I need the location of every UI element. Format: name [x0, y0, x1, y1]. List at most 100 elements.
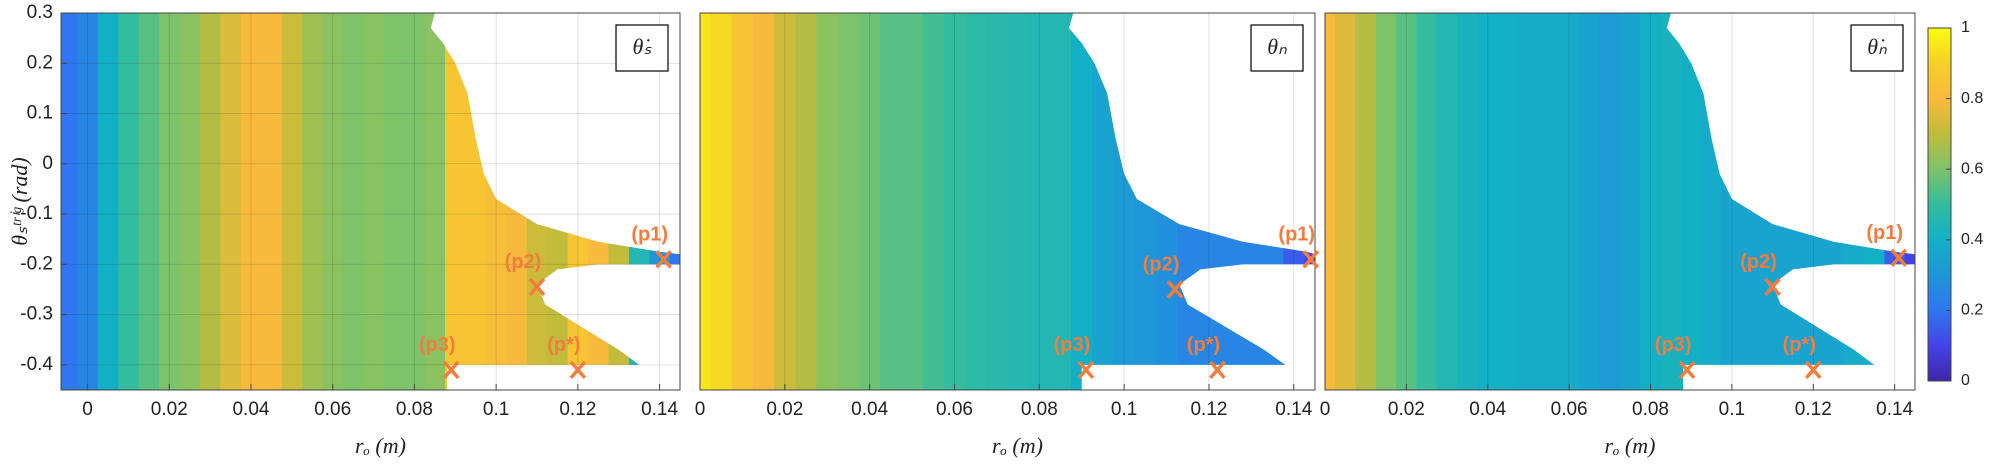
heat-column [710, 13, 733, 390]
panel-title: θₙ [1267, 34, 1287, 59]
y-tick-label: -0.1 [20, 203, 53, 224]
x-tick-label: 0.08 [1632, 399, 1669, 420]
y-tick-label: -0.3 [20, 304, 53, 325]
heat-column [774, 13, 797, 390]
heat-column [1640, 13, 1662, 390]
colorbar-tick-label: 0.2 [1961, 302, 1983, 319]
x-tick-label: 0.02 [151, 399, 188, 420]
point-marker [1764, 277, 1781, 297]
plot-area [1325, 13, 1915, 390]
colorbar [1927, 27, 1952, 382]
heat-column [240, 13, 263, 390]
axes-frame [1324, 12, 1916, 391]
heat-column [159, 13, 181, 390]
heat-column [1007, 13, 1030, 390]
x-tick-label: 0.14 [1876, 399, 1913, 420]
heat-column [220, 13, 242, 390]
plot-area [61, 13, 680, 390]
x-tick-label: 0.06 [936, 399, 973, 420]
point-marker [1804, 360, 1822, 380]
point-label: (p*) [1187, 334, 1220, 356]
heat-column [138, 13, 160, 390]
heat-column [859, 13, 882, 390]
colorbar-tick-label: 1 [1961, 19, 1970, 36]
point-label: (p3) [419, 334, 456, 356]
x-tick-label: 0.12 [1190, 399, 1227, 420]
x-axis-label: rₒ (m) [992, 433, 1043, 458]
heat-column [1071, 13, 1094, 390]
point-label: (p3) [1054, 334, 1091, 356]
empty-region [1666, 13, 1915, 390]
point-label: (p*) [1783, 334, 1816, 356]
point-marker [442, 360, 460, 380]
x-tick-label: 0.06 [1551, 399, 1588, 420]
axes-frame [60, 12, 681, 391]
point-marker [569, 360, 587, 380]
heat-column [1335, 13, 1357, 390]
empty-region [430, 13, 680, 390]
heat-column [302, 13, 324, 390]
heat-column [880, 13, 903, 390]
heat-column [404, 13, 426, 390]
heat-column [1416, 13, 1438, 390]
colorbar-tick-label: 0.6 [1961, 160, 1983, 177]
heat-column [1620, 13, 1642, 390]
heat-column [1028, 13, 1051, 390]
heat-column [901, 13, 924, 390]
x-tick-label: 0.1 [1111, 399, 1137, 420]
x-tick-label: 0 [695, 399, 706, 420]
colorbar-tick-label: 0 [1961, 372, 1970, 389]
point-marker [1166, 280, 1184, 299]
point-label: (p2) [1143, 254, 1180, 276]
heat-column [1579, 13, 1601, 390]
point-label: (p1) [631, 224, 668, 246]
x-tick-label: 0.1 [1719, 399, 1745, 420]
heat-column [445, 13, 467, 390]
x-tick-label: 0.14 [1275, 399, 1312, 420]
y-tick-label: 0.3 [27, 2, 53, 23]
heat-column [97, 13, 120, 390]
y-tick-label: 0.2 [27, 52, 53, 73]
point-marker [1077, 360, 1095, 380]
colorbar-tick-label: 0.4 [1961, 231, 1983, 248]
heat-column [281, 13, 303, 390]
heat-column [322, 13, 344, 390]
x-tick-label: 0.06 [314, 399, 351, 420]
y-tick-label: -0.2 [20, 253, 53, 274]
y-tick-label: 0 [42, 153, 53, 174]
heat-column [424, 13, 446, 390]
heat-column [700, 13, 712, 390]
point-label: (p2) [1740, 251, 1777, 273]
point-marker [1678, 360, 1696, 380]
x-tick-label: 0.02 [766, 399, 803, 420]
heat-column [1681, 13, 1703, 390]
point-label: (p2) [505, 251, 542, 273]
colorbar-tick-label: 0.8 [1961, 90, 1983, 107]
x-axis-label: rₒ (m) [355, 433, 406, 458]
heat-column [816, 13, 839, 390]
heat-column [922, 13, 945, 390]
point-marker [1890, 248, 1908, 267]
x-tick-label: 0.14 [641, 399, 678, 420]
heat-column [77, 13, 99, 390]
empty-region [1069, 13, 1315, 390]
point-label: (p3) [1655, 334, 1692, 356]
title-box [615, 24, 669, 72]
heat-column [943, 13, 966, 390]
point-marker [1209, 360, 1226, 380]
heat-column [1436, 13, 1459, 390]
x-axis-label: rₒ (m) [1605, 433, 1656, 458]
heat-column [965, 13, 988, 390]
heat-column [1375, 13, 1398, 390]
axes-frame [699, 12, 1316, 391]
heat-column [1538, 13, 1560, 390]
panel-title: θ̇ₙ [1867, 34, 1887, 59]
x-tick-label: 0.04 [851, 399, 888, 420]
heat-column [1497, 13, 1520, 390]
point-marker [655, 250, 672, 269]
x-tick-label: 0.12 [559, 399, 596, 420]
x-tick-label: 0.02 [1388, 399, 1425, 420]
heat-column [118, 13, 140, 390]
heat-column [731, 13, 754, 390]
heat-column [1558, 13, 1581, 390]
